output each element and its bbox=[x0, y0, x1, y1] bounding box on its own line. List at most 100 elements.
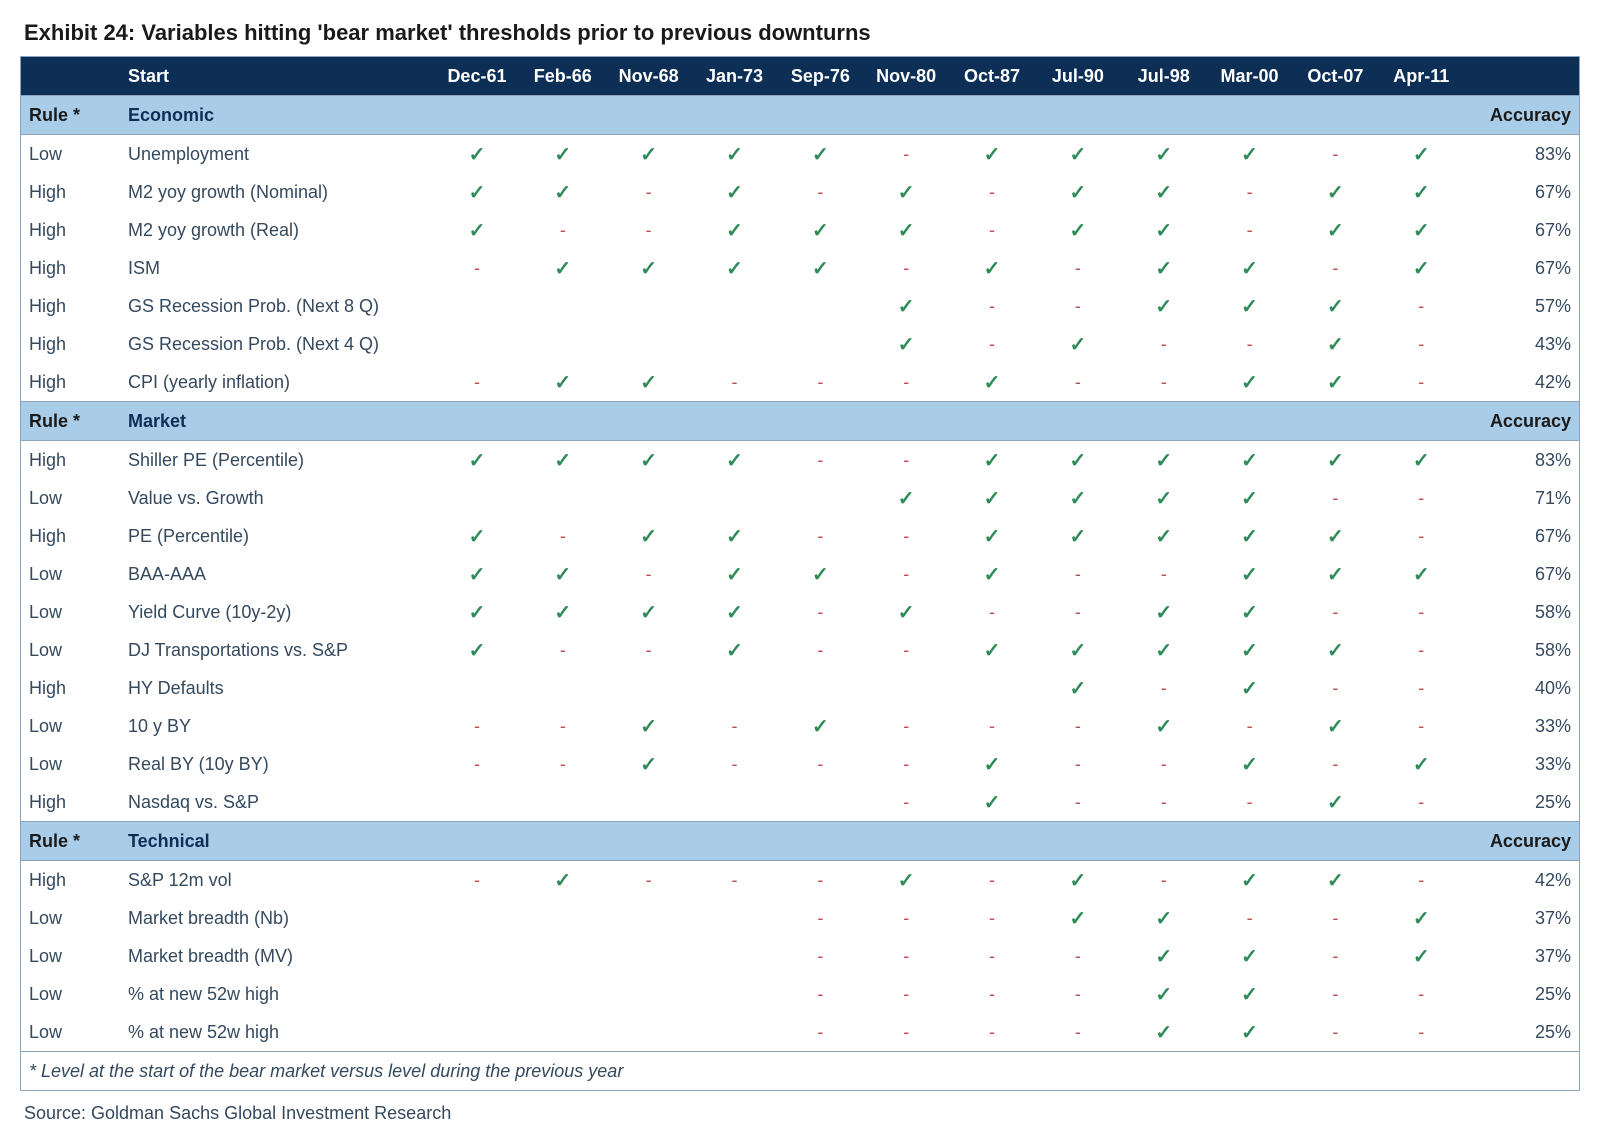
row-cell: ✓ bbox=[606, 707, 692, 745]
row-cell: - bbox=[606, 173, 692, 211]
row-cell bbox=[777, 669, 863, 707]
row-cell: - bbox=[1035, 1013, 1121, 1052]
dash-icon: - bbox=[817, 754, 823, 775]
dash-icon: - bbox=[903, 908, 909, 929]
check-icon: ✓ bbox=[726, 256, 743, 281]
check-icon: ✓ bbox=[898, 180, 915, 205]
check-icon: ✓ bbox=[726, 562, 743, 587]
row-name: Real BY (10y BY) bbox=[120, 745, 434, 783]
row-cell: - bbox=[1121, 861, 1207, 900]
exhibit-table: StartDec-61Feb-66Nov-68Jan-73Sep-76Nov-8… bbox=[20, 56, 1580, 1091]
row-cell: ✓ bbox=[1121, 249, 1207, 287]
row-cell: ✓ bbox=[949, 517, 1035, 555]
dash-icon: - bbox=[1247, 908, 1253, 929]
row-cell: ✓ bbox=[1292, 211, 1378, 249]
row-accuracy: 67% bbox=[1464, 249, 1579, 287]
row-cell: ✓ bbox=[434, 555, 520, 593]
row-name: Value vs. Growth bbox=[120, 479, 434, 517]
dash-icon: - bbox=[817, 526, 823, 547]
check-icon: ✓ bbox=[469, 562, 486, 587]
check-icon: ✓ bbox=[1413, 448, 1430, 473]
dash-icon: - bbox=[903, 946, 909, 967]
check-icon: ✓ bbox=[984, 256, 1001, 281]
row-cell bbox=[692, 1013, 778, 1052]
check-icon: ✓ bbox=[1413, 256, 1430, 281]
row-rule: High bbox=[21, 287, 120, 325]
row-name: PE (Percentile) bbox=[120, 517, 434, 555]
row-cell: - bbox=[1207, 173, 1293, 211]
table-row: HighShiller PE (Percentile)✓✓✓✓--✓✓✓✓✓✓8… bbox=[21, 441, 1580, 480]
row-cell: ✓ bbox=[1035, 211, 1121, 249]
row-accuracy: 57% bbox=[1464, 287, 1579, 325]
row-cell bbox=[434, 783, 520, 822]
dash-icon: - bbox=[646, 564, 652, 585]
section-spacer bbox=[863, 96, 949, 135]
dash-icon: - bbox=[817, 1022, 823, 1043]
check-icon: ✓ bbox=[898, 486, 915, 511]
row-cell: - bbox=[692, 745, 778, 783]
row-accuracy: 67% bbox=[1464, 555, 1579, 593]
row-cell: ✓ bbox=[1207, 517, 1293, 555]
row-cell: - bbox=[777, 745, 863, 783]
row-cell: - bbox=[777, 861, 863, 900]
row-rule: Low bbox=[21, 1013, 120, 1052]
table-row: HighM2 yoy growth (Real)✓--✓✓✓-✓✓-✓✓67% bbox=[21, 211, 1580, 249]
section-spacer bbox=[606, 822, 692, 861]
check-icon: ✓ bbox=[1241, 562, 1258, 587]
dash-icon: - bbox=[1247, 792, 1253, 813]
section-spacer bbox=[434, 96, 520, 135]
check-icon: ✓ bbox=[1155, 982, 1172, 1007]
header-date: Nov-68 bbox=[606, 57, 692, 96]
check-icon: ✓ bbox=[554, 868, 571, 893]
row-cell: ✓ bbox=[1292, 861, 1378, 900]
check-icon: ✓ bbox=[812, 562, 829, 587]
check-icon: ✓ bbox=[1155, 714, 1172, 739]
row-cell: - bbox=[777, 517, 863, 555]
dash-icon: - bbox=[732, 716, 738, 737]
table-row: HighGS Recession Prob. (Next 8 Q)✓--✓✓✓-… bbox=[21, 287, 1580, 325]
exhibit-title: Exhibit 24: Variables hitting 'bear mark… bbox=[24, 20, 1580, 46]
row-cell: - bbox=[1121, 783, 1207, 822]
row-cell: ✓ bbox=[520, 861, 606, 900]
row-cell: ✓ bbox=[1035, 173, 1121, 211]
row-cell: ✓ bbox=[1378, 899, 1464, 937]
check-icon: ✓ bbox=[469, 600, 486, 625]
row-name: HY Defaults bbox=[120, 669, 434, 707]
row-cell: ✓ bbox=[1121, 1013, 1207, 1052]
row-name: Yield Curve (10y-2y) bbox=[120, 593, 434, 631]
check-icon: ✓ bbox=[812, 218, 829, 243]
row-name: Market breadth (Nb) bbox=[120, 899, 434, 937]
row-cell: - bbox=[949, 899, 1035, 937]
row-cell: ✓ bbox=[1121, 173, 1207, 211]
check-icon: ✓ bbox=[1155, 180, 1172, 205]
check-icon: ✓ bbox=[640, 370, 657, 395]
section-spacer bbox=[1292, 402, 1378, 441]
row-cell: - bbox=[434, 249, 520, 287]
check-icon: ✓ bbox=[1327, 448, 1344, 473]
row-cell: ✓ bbox=[777, 555, 863, 593]
table-row: LowMarket breadth (Nb)---✓✓--✓37% bbox=[21, 899, 1580, 937]
row-cell: - bbox=[949, 975, 1035, 1013]
check-icon: ✓ bbox=[1241, 676, 1258, 701]
dash-icon: - bbox=[646, 870, 652, 891]
row-name: M2 yoy growth (Nominal) bbox=[120, 173, 434, 211]
row-cell: - bbox=[949, 707, 1035, 745]
dash-icon: - bbox=[903, 526, 909, 547]
dash-icon: - bbox=[817, 182, 823, 203]
dash-icon: - bbox=[1075, 1022, 1081, 1043]
check-icon: ✓ bbox=[1069, 906, 1086, 931]
dash-icon: - bbox=[817, 602, 823, 623]
row-rule: Low bbox=[21, 745, 120, 783]
dash-icon: - bbox=[1332, 602, 1338, 623]
check-icon: ✓ bbox=[1155, 600, 1172, 625]
dash-icon: - bbox=[646, 640, 652, 661]
check-icon: ✓ bbox=[1413, 142, 1430, 167]
row-cell bbox=[606, 287, 692, 325]
row-cell: - bbox=[1035, 249, 1121, 287]
section-spacer bbox=[863, 402, 949, 441]
dash-icon: - bbox=[903, 564, 909, 585]
row-cell: ✓ bbox=[1292, 363, 1378, 402]
section-name: Market bbox=[120, 402, 434, 441]
row-cell: - bbox=[434, 861, 520, 900]
row-rule: Low bbox=[21, 479, 120, 517]
